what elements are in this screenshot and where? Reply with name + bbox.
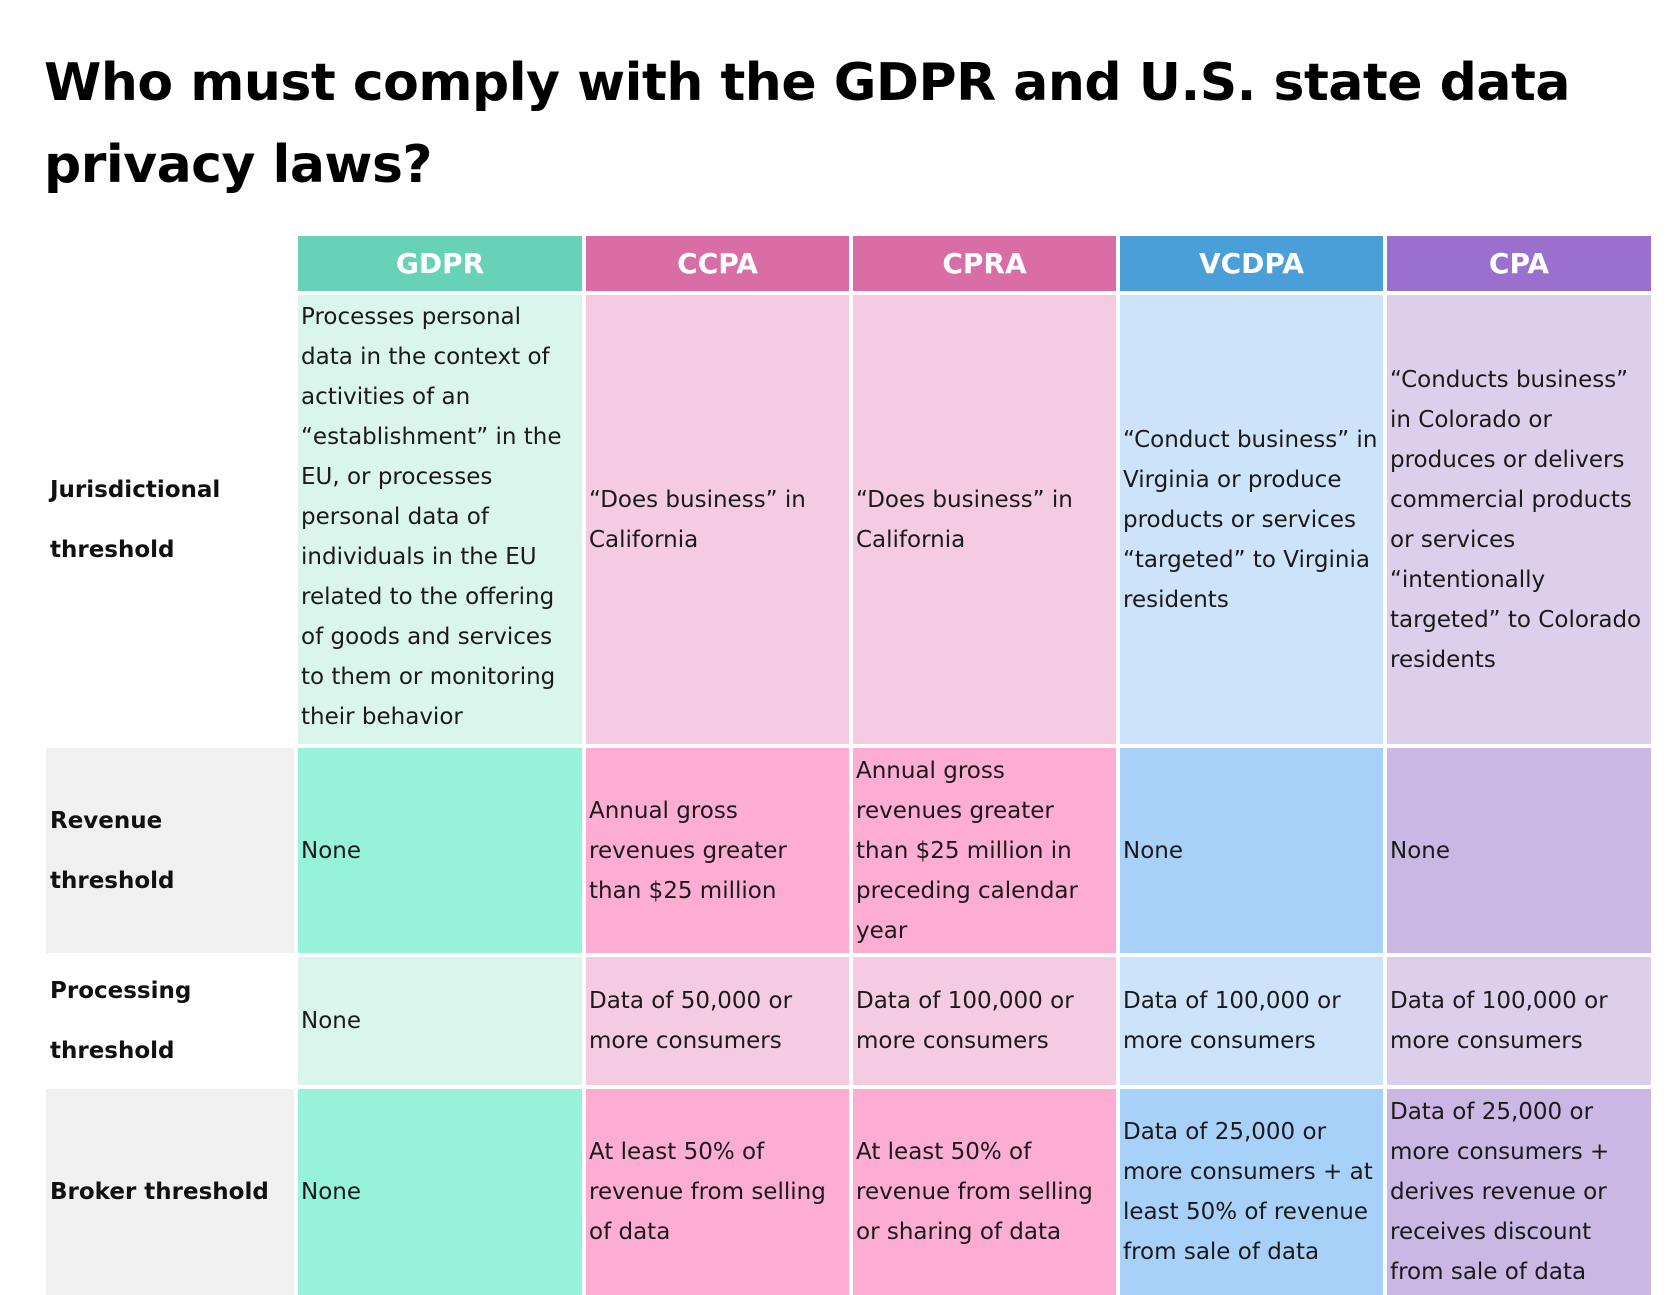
table-cell: None <box>298 957 582 1085</box>
page-title: Who must comply with the GDPR and U.S. s… <box>44 53 1570 195</box>
cell-text: “Does business” in California <box>589 486 806 553</box>
cell-text: At least 50% of revenue from selling or … <box>856 1139 1093 1245</box>
table-cell: Annual gross revenues greater than $25 m… <box>853 748 1116 953</box>
table-cell: “Conducts business” in Colorado or produ… <box>1387 295 1651 744</box>
cell-text: None <box>301 1008 362 1034</box>
column-header-cpra: CPRA <box>853 236 1116 291</box>
table-cell: None <box>1387 748 1651 953</box>
table-cell: “Conduct business” in Virginia or produc… <box>1120 295 1383 744</box>
row-label-broker-threshold: Broker threshold <box>46 1089 294 1295</box>
row-label-jurisdictional-threshold: Jurisdictional threshold <box>46 295 294 744</box>
column-header-ccpa: CCPA <box>586 236 849 291</box>
row-label-text: Revenue threshold <box>50 807 175 894</box>
column-header-vcdpa: VCDPA <box>1120 236 1383 291</box>
cell-text: “Conducts business” in Colorado or produ… <box>1390 366 1642 673</box>
comparison-table: GDPR CCPA CPRA VCDPA CPA Jurisdictional … <box>46 236 1651 1295</box>
cell-text: Data of 50,000 or more consumers <box>589 988 793 1054</box>
table-cell: None <box>1120 748 1383 953</box>
table-cell: At least 50% of revenue from selling of … <box>586 1089 849 1295</box>
cell-text: None <box>1123 837 1184 864</box>
table-cell: Data of 50,000 or more consumers <box>586 957 849 1085</box>
row-label-text: Processing threshold <box>50 978 192 1064</box>
column-header-gdpr: GDPR <box>298 236 582 291</box>
table-cell: “Does business” in California <box>586 295 849 744</box>
cell-text: Processes personal data in the context o… <box>301 304 562 730</box>
cell-text: Data of 100,000 or more consumers <box>1123 988 1341 1054</box>
table-cell: Data of 25,000 or more consumers + at le… <box>1120 1089 1383 1295</box>
cell-text: Data of 100,000 or more consumers <box>1390 988 1608 1054</box>
cell-text: None <box>301 837 362 864</box>
cell-text: “Conduct business” in Virginia or produc… <box>1123 426 1378 613</box>
table-corner <box>46 236 294 291</box>
cell-text: None <box>1390 837 1451 864</box>
row-label-text: Broker threshold <box>50 1179 269 1205</box>
cell-text: Annual gross revenues greater than $25 m… <box>589 797 787 904</box>
row-label-text: Jurisdictional threshold <box>50 476 221 563</box>
row-label-revenue-threshold: Revenue threshold <box>46 748 294 953</box>
table-cell: None <box>298 748 582 953</box>
column-header-cpa: CPA <box>1387 236 1651 291</box>
table-cell: None <box>298 1089 582 1295</box>
table-cell: Data of 25,000 or more consumers + deriv… <box>1387 1089 1651 1295</box>
table-cell: Data of 100,000 or more consumers <box>853 957 1116 1085</box>
table-cell: At least 50% of revenue from selling or … <box>853 1089 1116 1295</box>
cell-text: Data of 100,000 or more consumers <box>856 988 1074 1054</box>
table-cell: Data of 100,000 or more consumers <box>1387 957 1651 1085</box>
cell-text: None <box>301 1179 362 1205</box>
cell-text: Annual gross revenues greater than $25 m… <box>856 757 1078 944</box>
cell-text: Data of 25,000 or more consumers + at le… <box>1123 1119 1373 1265</box>
row-label-processing-threshold: Processing threshold <box>46 957 294 1085</box>
cell-text: Data of 25,000 or more consumers + deriv… <box>1390 1099 1610 1285</box>
table-cell: Data of 100,000 or more consumers <box>1120 957 1383 1085</box>
table-cell: Annual gross revenues greater than $25 m… <box>586 748 849 953</box>
table-cell: Processes personal data in the context o… <box>298 295 582 744</box>
cell-text: “Does business” in California <box>856 486 1073 553</box>
table-cell: “Does business” in California <box>853 295 1116 744</box>
cell-text: At least 50% of revenue from selling of … <box>589 1139 826 1245</box>
